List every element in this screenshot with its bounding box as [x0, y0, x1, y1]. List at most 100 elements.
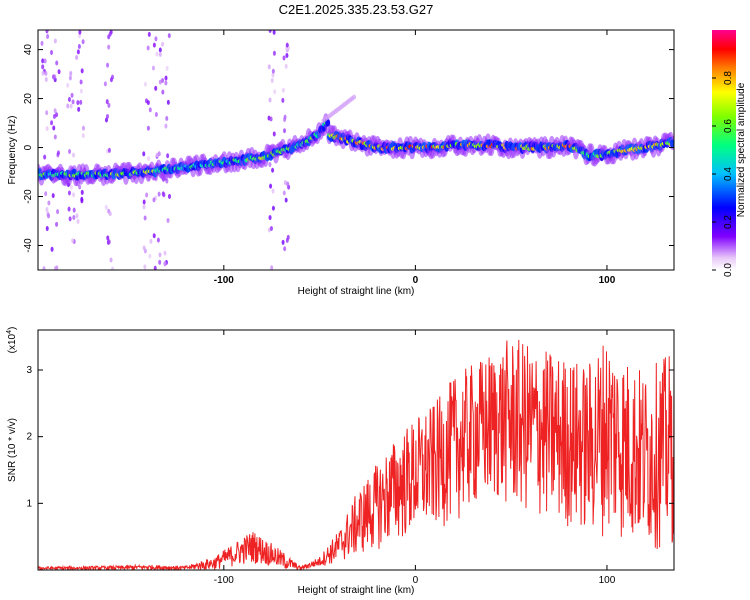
noise-speck	[154, 111, 158, 117]
noise-speck	[77, 106, 81, 112]
noise-speck	[44, 191, 48, 197]
noise-speck	[165, 115, 169, 121]
noise-speck	[164, 123, 168, 129]
noise-speck	[51, 193, 55, 199]
spectrogram-frame	[37, 29, 675, 271]
noise-speck	[153, 265, 157, 270]
noise-speck	[166, 153, 170, 159]
noise-speck	[146, 100, 150, 106]
noise-speck	[45, 110, 49, 116]
noise-speck	[271, 167, 275, 173]
snr-plot-area	[38, 339, 674, 570]
noise-speck	[158, 79, 162, 85]
y-tick-label: -20	[23, 189, 34, 204]
noise-speck	[107, 102, 111, 108]
snr-scale-prefix: (x10	[7, 333, 18, 353]
spectrogram-xlabel: Height of straight line (km)	[298, 286, 415, 297]
noise-speck	[148, 253, 152, 259]
noise-speck	[45, 226, 49, 232]
noise-speck	[285, 53, 289, 59]
noise-speck	[47, 200, 51, 206]
noise-speck	[45, 126, 49, 132]
noise-speck	[273, 89, 277, 95]
noise-speck	[50, 246, 54, 252]
noise-speck	[69, 103, 73, 109]
noise-speck	[161, 41, 165, 47]
noise-speck	[106, 235, 110, 241]
noise-speck	[149, 238, 153, 244]
noise-speck	[76, 49, 80, 55]
colorbar-tick-label: 0.0	[723, 263, 734, 277]
noise-speck	[271, 68, 275, 74]
colorbar-tick-label: 0.4	[723, 167, 734, 181]
noise-speck	[52, 125, 56, 131]
snr-frame	[37, 329, 675, 571]
noise-speck	[69, 70, 73, 76]
x-tick-label: 100	[599, 575, 616, 586]
noise-speck	[104, 204, 108, 210]
noise-speck	[81, 133, 85, 139]
noise-speck	[284, 63, 288, 69]
noise-speck	[75, 55, 79, 61]
noise-speck	[45, 30, 49, 34]
noise-speck	[163, 261, 167, 267]
noise-speck	[142, 204, 146, 210]
noise-speck	[269, 226, 273, 232]
y-tick-label: 3	[26, 365, 32, 376]
noise-speck	[72, 192, 76, 198]
noise-speck	[161, 89, 165, 95]
noise-speck	[107, 147, 111, 153]
noise-speck	[154, 36, 158, 42]
noise-speck	[55, 112, 59, 118]
noise-speck	[69, 184, 73, 190]
noise-speck	[42, 266, 46, 270]
noise-speck	[283, 128, 287, 134]
noise-speck	[68, 216, 72, 222]
noise-speck	[46, 33, 50, 39]
noise-speck	[72, 215, 76, 221]
noise-speck	[79, 99, 83, 105]
noise-speck	[71, 99, 75, 105]
x-tick-label: -100	[214, 275, 234, 286]
colorbar-tick-label: 0.6	[723, 119, 734, 133]
noise-speck	[53, 266, 57, 270]
noise-speck	[107, 239, 111, 245]
noise-speck	[147, 31, 151, 37]
x-tick-label: 0	[413, 575, 419, 586]
noise-speck	[146, 45, 150, 51]
noise-speck	[55, 221, 59, 227]
noise-speck	[269, 183, 273, 189]
y-tick-label: 20	[23, 93, 34, 105]
svg-text:(x104): (x104)	[6, 327, 18, 354]
noise-speck	[166, 99, 170, 105]
noise-speck	[269, 116, 273, 122]
noise-speck	[284, 197, 288, 203]
noise-speck	[43, 154, 47, 160]
chart-title: C2E1.2025.335.23.53.G27	[279, 2, 434, 17]
noise-speck	[80, 189, 84, 195]
y-tick-label: -40	[23, 238, 34, 253]
spectrogram-panel: -100 0 100 -40 -20 0 20 40 Height of straight l…	[7, 29, 675, 297]
y-tick-label: 40	[23, 44, 34, 56]
noise-speck	[155, 51, 159, 57]
snr-xlabel: Height of straight line (km)	[298, 585, 415, 596]
colorbar-tick-label: 0.8	[723, 71, 734, 85]
noise-speck	[282, 190, 286, 196]
colorbar-gradient	[712, 30, 736, 270]
ridge-band	[669, 139, 674, 148]
noise-speck	[53, 108, 57, 114]
noise-speck	[109, 77, 113, 83]
noise-speck	[270, 265, 274, 270]
snr-scale-close: )	[7, 327, 18, 330]
noise-speck	[75, 213, 79, 219]
noise-speck	[267, 64, 271, 70]
noise-speck	[44, 76, 48, 82]
noise-speck	[154, 85, 158, 91]
noise-speck	[147, 156, 151, 162]
noise-speck	[286, 181, 290, 187]
noise-speck	[111, 266, 115, 270]
noise-speck	[108, 31, 112, 37]
noise-speck	[107, 44, 111, 50]
snr-ylabel: SNR (10 * v/v)	[7, 418, 18, 482]
noise-speck	[281, 239, 285, 245]
